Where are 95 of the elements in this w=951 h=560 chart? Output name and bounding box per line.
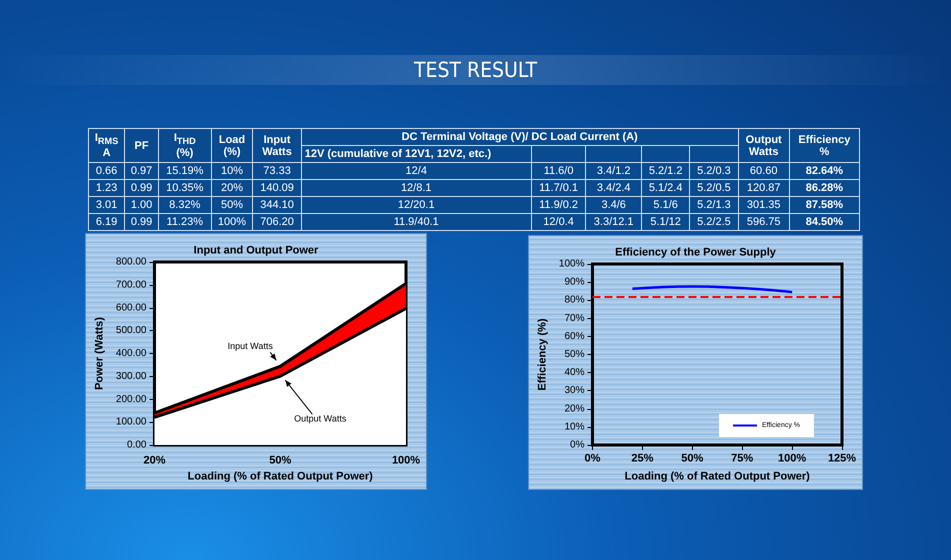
text: 12/0.4 xyxy=(543,216,574,228)
series-label: Input Watts xyxy=(228,340,274,351)
y-tick-label: 600.00 xyxy=(116,302,147,314)
category-label: I$_{RMS}$ A xyxy=(88,128,125,162)
text: 5.2/0.3 xyxy=(697,165,731,177)
text: 3.4/2.4 xyxy=(596,182,630,194)
chart-title: Efficiency of the Power Supply xyxy=(615,246,777,258)
text: 0.99 xyxy=(130,182,152,194)
text: 15.19% xyxy=(166,165,204,177)
text: 11.6/0 xyxy=(544,165,574,177)
category-label: I$_{THD}$ (%) xyxy=(158,128,212,162)
text: 0.97 xyxy=(130,165,152,177)
x-tick-label: 125% xyxy=(828,452,856,464)
y-tick-label: 700.00 xyxy=(116,279,147,290)
x-axis-title: Loading (% of Rated Output Power) xyxy=(188,470,374,482)
y-tick-label: 800.00 xyxy=(116,256,147,268)
text: 3.4/6 xyxy=(601,199,626,211)
y-tick-label: 50% xyxy=(564,349,585,360)
x-tick-label: 100% xyxy=(392,454,420,466)
text: 11.9/40.1 xyxy=(394,216,439,228)
x-tick-label: 75% xyxy=(731,452,754,464)
text: 86.28% xyxy=(806,182,844,194)
y-tick-label: 20% xyxy=(564,403,585,414)
text: 120.87 xyxy=(746,182,781,194)
text: 301.35 xyxy=(746,199,781,211)
y-tick-label: 30% xyxy=(564,385,585,396)
text: 5.1/2.4 xyxy=(648,182,682,194)
category-label: PF xyxy=(124,128,158,162)
text: 100% xyxy=(218,216,246,228)
text: 3.3/12.1 xyxy=(594,216,634,228)
y-tick-label: 10% xyxy=(564,421,585,432)
text: 0.99 xyxy=(130,216,152,228)
y-tick-label: 70% xyxy=(564,312,585,324)
text: 3.4/1.2 xyxy=(596,165,630,177)
y-tick-label: 60% xyxy=(564,330,585,342)
text: 1.23 xyxy=(96,182,118,194)
x-tick-label: 50% xyxy=(269,454,292,466)
text: 344.10 xyxy=(260,199,294,211)
category-label: Efficiency % xyxy=(789,128,860,162)
text: 10.35% xyxy=(166,182,204,194)
text: 50% xyxy=(220,199,244,211)
text: 10% xyxy=(220,165,244,177)
text: 140.09 xyxy=(260,182,294,194)
text: 5.2/1.2 xyxy=(648,165,682,177)
y-axis-title: Efficiency (%) xyxy=(536,318,548,391)
text: 12/20.1 xyxy=(398,199,435,211)
text: 5.1/12 xyxy=(650,216,681,228)
text: DC Terminal Voltage (V)/ DC Load Current (A) xyxy=(301,128,738,146)
y-tick-label: 40% xyxy=(564,367,585,378)
x-tick-label: 20% xyxy=(143,454,166,466)
y-tick-label: 80% xyxy=(564,294,585,306)
y-tick-label: 100% xyxy=(558,258,585,270)
text: 5.2/0.5 xyxy=(697,182,731,194)
text: 6.19 xyxy=(96,216,118,228)
category-label: Output Watts xyxy=(738,128,790,162)
x-axis-title: Loading (% of Rated Output Power) xyxy=(624,470,810,482)
text: 12/8.1 xyxy=(400,182,432,194)
chart-title: Input and Output Power xyxy=(194,244,320,256)
text: 596.75 xyxy=(746,216,781,228)
text: TEST RESULT xyxy=(0,55,951,85)
y-tick-label: 200.00 xyxy=(116,394,147,405)
text: 12/4 xyxy=(406,165,427,177)
x-tick-label: 0% xyxy=(584,452,601,464)
text: 1.00 xyxy=(130,199,152,211)
text: 11.7/0.1 xyxy=(539,182,578,194)
text: 60.60 xyxy=(750,165,778,177)
y-tick-label: 0.00 xyxy=(127,440,147,450)
x-tick-label: 25% xyxy=(631,452,654,464)
text: 0.66 xyxy=(96,165,118,177)
text: 82.64% xyxy=(806,165,844,177)
series-label: Output Watts xyxy=(294,414,347,424)
text: 87.58% xyxy=(806,199,844,211)
x-tick-label: 100% xyxy=(778,452,806,464)
text: 73.33 xyxy=(263,165,291,177)
y-axis-title: Power (Watts) xyxy=(94,316,106,390)
text: 84.50% xyxy=(806,216,844,228)
y-tick-label: 0% xyxy=(570,440,585,450)
category-label: Load (%) xyxy=(211,128,253,162)
y-tick-label: 90% xyxy=(564,276,585,288)
text: 11.9/0.2 xyxy=(539,199,578,211)
x-tick-label: 50% xyxy=(681,452,704,464)
text: 5.1/6 xyxy=(653,199,678,211)
category-label: 12V (cumulative of 12V1, 12V2, etc.) xyxy=(301,146,532,162)
text: 706.20 xyxy=(260,216,294,228)
text: 8.32% xyxy=(169,199,200,211)
text: 3.01 xyxy=(96,199,118,211)
y-tick-label: 400.00 xyxy=(116,348,147,359)
category-label: Input Watts xyxy=(252,128,302,162)
text: 20% xyxy=(220,182,244,194)
text: 5.2/1.3 xyxy=(697,199,731,211)
y-tick-label: 100.00 xyxy=(116,416,147,428)
y-tick-label: 500.00 xyxy=(116,325,147,336)
text: 5.2/2.5 xyxy=(697,216,731,228)
y-tick-label: 300.00 xyxy=(116,370,147,382)
text: 11.23% xyxy=(166,216,204,228)
